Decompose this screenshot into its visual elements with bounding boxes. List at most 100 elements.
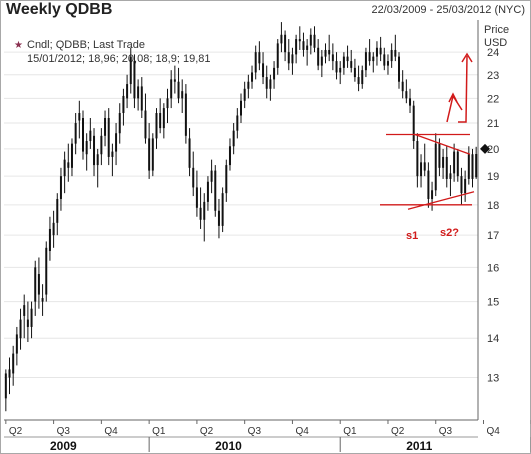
price-bar-body <box>210 170 213 182</box>
price-bar-body <box>398 56 400 82</box>
price-bar-body <box>442 156 445 168</box>
annotations: s1 s2? <box>380 52 475 242</box>
price-bar-body <box>453 151 456 174</box>
price-bar-body <box>386 61 389 66</box>
price-bar-body <box>339 67 342 73</box>
x-tick-label: Q4 <box>104 426 118 437</box>
x-tick-label: Q3 <box>248 426 262 437</box>
price-bar-body <box>232 130 235 147</box>
price-bar-body <box>247 81 250 89</box>
price-bar-body <box>23 305 26 316</box>
price-bar-body <box>184 93 187 136</box>
price-bar-body <box>431 190 434 199</box>
year-label: 2010 <box>215 439 242 453</box>
price-bar-body <box>416 141 419 177</box>
price-bar-body <box>166 98 169 109</box>
annotation-s1: s1 <box>406 230 418 242</box>
price-bar-body <box>287 52 290 64</box>
price-bar-body <box>12 353 15 374</box>
price-bar-body <box>85 141 88 155</box>
y-tick-label: 23 <box>487 70 499 82</box>
price-bar-body <box>15 334 18 354</box>
y-tick-label: 14 <box>487 333 499 345</box>
price-bar-body <box>100 135 103 155</box>
price-bar-body <box>162 108 165 129</box>
price-bar-body <box>206 181 209 202</box>
price-bar-body <box>302 41 305 50</box>
price-bar-body <box>70 143 73 168</box>
breakout-arrow-icon <box>458 55 468 123</box>
price-bar-body <box>52 222 55 236</box>
x-tick-label: Q2 <box>9 426 23 437</box>
y-tick-label: 17 <box>487 230 499 242</box>
price-bar-body <box>96 154 99 166</box>
price-bar-body <box>372 56 375 62</box>
price-bar-body <box>445 156 448 179</box>
annotation-s2: s2? <box>440 227 459 239</box>
price-bar-body <box>221 193 224 226</box>
x-tick-label: Q1 <box>343 426 357 437</box>
price-bar-body <box>78 113 81 121</box>
arrow-head-icon <box>461 52 473 63</box>
y-tick-label: 19 <box>487 171 499 183</box>
price-bar-body <box>475 153 478 178</box>
price-bar-body <box>317 47 320 66</box>
x-tick-label: Q3 <box>439 426 453 437</box>
price-bar-body <box>353 67 356 78</box>
y-tick-label: 18 <box>487 200 499 212</box>
year-label: 2011 <box>406 439 432 453</box>
price-bar-body <box>228 146 231 166</box>
price-bar-body <box>420 162 423 177</box>
price-bar-body <box>74 123 77 144</box>
price-bar-body <box>258 52 261 64</box>
price-bar-body <box>192 167 195 188</box>
price-bar-body <box>456 151 459 177</box>
price-bar-body <box>405 91 408 99</box>
price-bar-body <box>273 67 276 80</box>
price-bar-body <box>45 247 48 295</box>
price-bar-body <box>122 95 125 114</box>
price-bar-body <box>107 118 110 157</box>
y-tick-label: 24 <box>487 47 499 59</box>
bounce-arrow-icon <box>446 94 463 123</box>
price-bar-body <box>214 170 217 211</box>
price-bar-body <box>291 54 294 64</box>
rising-trendline <box>407 191 475 210</box>
chart-axes: 13 14 15 16 17 18 19 20 21 22 23 24 Q2 Q3 Q4 Q1 Q2 Q3 Q4 Q1… <box>4 20 531 453</box>
price-bar-body <box>48 228 51 252</box>
price-bar-body <box>19 319 22 339</box>
price-bar-body <box>298 39 301 42</box>
y-tick-label: 15 <box>487 297 499 309</box>
price-bar-body <box>155 113 158 139</box>
price-bar-body <box>89 130 92 142</box>
y-axis-price-label: Price <box>484 24 510 36</box>
price-bar-body <box>118 113 121 134</box>
price-bar-body <box>335 61 338 73</box>
price-bar-body <box>364 52 367 71</box>
price-bar-body <box>423 162 426 171</box>
y-tick-label: 21 <box>487 118 499 130</box>
x-tick-label: Q2 <box>200 426 214 437</box>
price-bar-body <box>4 373 7 399</box>
candle-icon: ★ <box>14 40 23 51</box>
x-tick-label: Q4 <box>487 426 501 437</box>
price-bar-body <box>464 178 467 194</box>
price-bar-body <box>93 135 96 166</box>
price-bar-body <box>280 34 283 44</box>
price-bar-body <box>217 210 220 226</box>
price-bar-body <box>177 81 180 99</box>
price-bar-body <box>269 79 272 89</box>
legend-description: Cndl; QDBB; Last Trade <box>27 39 145 51</box>
price-bar-body <box>361 70 364 85</box>
price-bar-body <box>460 176 463 194</box>
current-price-marker <box>480 143 490 154</box>
y-axis-title: Price USD <box>484 24 509 50</box>
price-bar-body <box>471 154 474 179</box>
price-bar-body <box>34 267 37 302</box>
price-bar-body <box>170 79 173 99</box>
price-bars <box>4 22 478 412</box>
price-bar-body <box>394 49 397 57</box>
price-bar-body <box>236 115 239 131</box>
price-bar-body <box>251 72 254 82</box>
